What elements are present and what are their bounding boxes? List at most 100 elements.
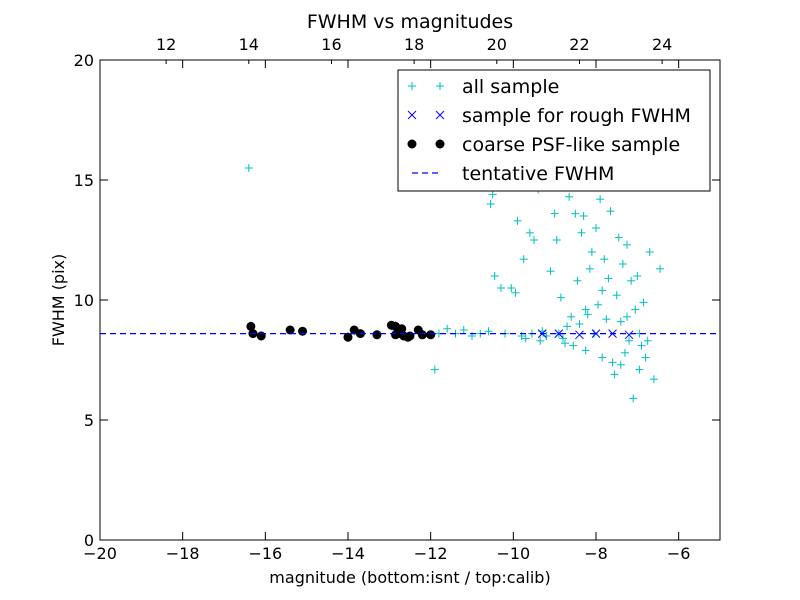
series-0-point-73 [608,358,617,367]
series-0-point-32 [507,284,516,292]
legend-label-1: sample for rough FWHM [462,105,691,127]
series-0-point-68 [598,353,607,362]
top-tick-label-3: 18 [404,35,424,54]
series-2-point-8 [372,330,382,340]
series-0-point-96 [616,360,625,369]
series-0-point-51 [563,322,572,331]
x-tick-label-2: −16 [248,544,282,563]
series-0-point-56 [573,276,582,285]
legend-item-3: tentative FWHM [412,163,614,185]
series-0-point-67 [596,195,605,204]
series-0-point-59 [579,212,588,220]
series-0-point-63 [587,248,596,256]
series-0-point-19 [430,365,439,374]
series-0-point-91 [649,375,658,384]
y-axis: 0 5 10 15 20 [74,51,720,550]
series-1-point-2 [575,330,584,340]
series-0-point-83 [629,394,638,403]
series-0-point-69 [600,255,609,264]
series-0-point-28 [488,190,497,199]
series-0-point-94 [581,305,590,314]
series-0-point-58 [577,228,586,237]
series-0-point-23 [459,326,468,334]
y-tick-label-0: 0 [84,531,94,550]
legend: all sample sample for rough FWHM coarse PS… [397,69,711,192]
legend-label-3: tentative FWHM [462,163,614,185]
series-0-point-0 [244,164,253,172]
x-tick-label-1: −18 [166,544,200,563]
series-0-point-57 [575,320,584,328]
series-0-point-55 [571,209,580,218]
series-0-point-95 [598,286,607,295]
series-2-point-4 [298,326,308,336]
series-0-point-89 [641,353,650,362]
series-0-point-38 [525,228,534,237]
top-tick-label-0: 12 [156,35,176,54]
series-0-point-30 [496,284,505,292]
series-0-point-66 [594,300,603,309]
x-tick-label-5: −10 [496,544,530,563]
legend-marker-a-1 [407,110,417,120]
y-tick-label-4: 20 [74,51,94,70]
top-tick-label-1: 14 [239,35,259,54]
series-0-point-34 [513,216,522,225]
series-0-point-47 [552,236,561,244]
series-0-point-61 [583,310,592,319]
series-0-point-46 [550,209,559,218]
top-tick-label-2: 16 [321,35,341,54]
series-1-point-1 [554,329,564,338]
series-0-point-62 [585,264,594,273]
x-axis-label: magnitude (bottom:isnt / top:calib) [269,568,550,587]
series-0-point-36 [519,255,528,264]
series-0-point-79 [620,348,629,357]
series-2-point-0 [246,321,256,331]
series-0-point-49 [556,293,565,302]
legend-marker-b-1 [435,110,445,120]
series-0-point-86 [635,365,644,374]
series-0-point-99 [643,336,652,345]
series-2-point-3 [285,325,295,335]
series-0-point-54 [569,341,578,350]
x-axis: −20 −18 −16 −14 −12 −10 −8 −6 [83,60,690,563]
series-0-point-76 [614,233,623,242]
series-0-point-88 [639,298,648,307]
series-0-point-74 [610,370,619,379]
legend-marker-a-2 [407,139,417,149]
series-2-point-5 [343,332,353,342]
series-2-point-19 [426,330,436,340]
series-0-point-45 [546,267,555,276]
x-tick-label-6: −8 [584,544,608,563]
series-0-point-21 [443,324,452,333]
series-0-point-65 [592,224,600,232]
series-0-point-26 [484,327,493,336]
top-tick-label-4: 20 [487,35,507,54]
y-tick-label-1: 5 [84,411,94,430]
series-0-point-92 [656,264,665,273]
top-tick-label-5: 22 [569,35,589,54]
series-0-point-80 [623,240,631,249]
y-tick-label-2: 10 [74,291,94,310]
series-0-point-42 [536,336,545,345]
series-2-point-13 [397,324,407,334]
series-0-point-53 [567,312,576,321]
legend-marker-b-2 [435,139,445,149]
series-0-point-93 [561,339,569,348]
series-0-point-87 [637,341,646,350]
data-points [244,164,665,403]
series-0-point-70 [602,315,611,324]
legend-label-0: all sample [462,76,559,98]
series-0-point-84 [631,305,640,314]
x-tick-label-0: −20 [83,544,117,563]
top-x-axis: 12 14 16 18 20 22 24 [156,35,672,64]
series-0-point-44 [542,332,551,340]
series-0-point-82 [627,276,636,285]
y-tick-label-3: 15 [74,171,94,190]
series-0-point-72 [606,207,615,216]
series-0-point-75 [612,291,621,300]
y-axis-label: FWHM (pix) [49,254,68,347]
series-0-point-90 [645,248,654,256]
series-0-point-71 [604,274,613,283]
series-0-point-78 [618,260,627,268]
